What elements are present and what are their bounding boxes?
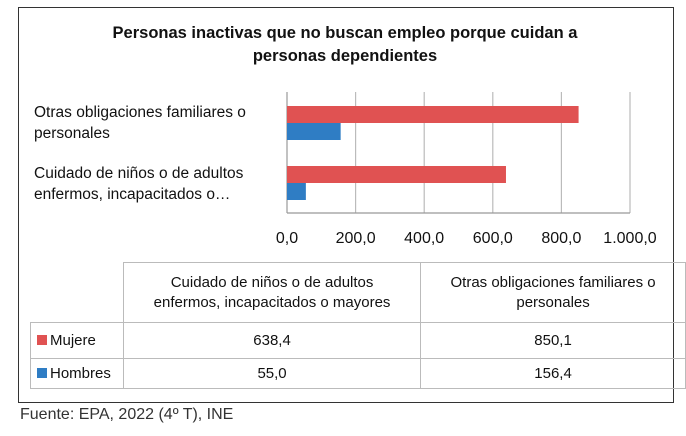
table-header: Otras obligaciones familiares o personal… [420,262,686,323]
chart-title: Personas inactivas que no buscan empleo … [112,24,578,65]
data-table: Cuidado de niños o de adultos enfermos, … [30,262,686,389]
legend-hombres: Hombres [30,358,124,389]
x-tick-label: 0,0 [275,230,299,247]
bar-mujere [287,106,579,123]
legend-swatch [37,335,47,345]
chart-frame [18,7,674,403]
x-tick-label: 200,0 [335,230,376,247]
table-header: Cuidado de niños o de adultos enfermos, … [122,262,422,323]
legend-mujere: Mujere [30,322,124,359]
data-label: 638,4 [122,322,422,359]
data-label: 55,0 [122,358,422,389]
bar-mujere [287,166,506,183]
bar-hombres [287,123,341,140]
plot-area [286,92,631,214]
data-label: 156,4 [420,358,686,389]
legend-label: Hombres [50,365,111,382]
x-tick-label: 600,0 [472,230,513,247]
bar-hombres [287,183,306,200]
x-tick-label: 800,0 [541,230,582,247]
source-note: Fuente: EPA, 2022 (4º T), INE [20,406,234,423]
legend-swatch [37,368,47,378]
legend-label: Mujere [50,332,96,349]
category-label: Otras obligaciones familiares o personal… [34,104,246,142]
data-label: 850,1 [420,322,686,359]
category-label: Cuidado de niños o de adultos enfermos, … [34,165,244,203]
x-tick-label: 400,0 [404,230,445,247]
x-tick-label: 1.000,0 [603,230,657,247]
